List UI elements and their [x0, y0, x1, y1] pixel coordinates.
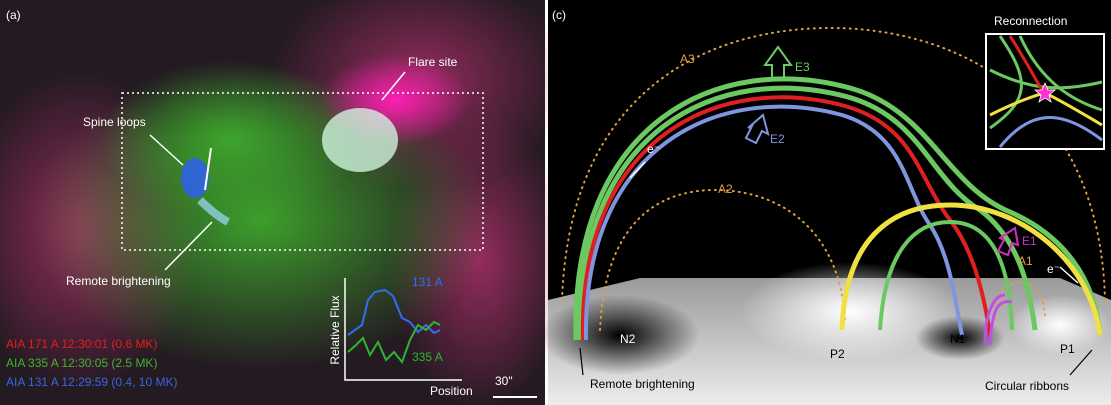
annotation: Remote brightening — [66, 274, 171, 288]
polarity-label: N1 — [950, 332, 966, 346]
note: Circular ribbons — [985, 379, 1069, 393]
electron-label: e⁻ — [647, 142, 660, 156]
inset-x-label: Position — [430, 384, 473, 398]
inset-y-label: Relative Flux — [328, 295, 342, 364]
panel-label: (c) — [552, 8, 566, 22]
polarity-label: P2 — [830, 347, 845, 361]
scale-bar-label: 30" — [495, 374, 513, 388]
panel-a: (a) Flare site Spine loops Remote bright… — [0, 0, 570, 405]
annotation: Spine loops — [83, 115, 146, 129]
emission-label: E2 — [770, 132, 785, 146]
legend-entry: AIA 171 A 12:30:01 (0.6 MK) — [6, 337, 157, 351]
arcade-label: A3 — [680, 52, 695, 66]
polarity-label: P1 — [1060, 342, 1075, 356]
arcade-label: A2 — [718, 182, 733, 196]
annotation: Flare site — [408, 55, 458, 69]
emission-label: E3 — [795, 60, 810, 74]
polarity-label: N2 — [620, 332, 636, 346]
figure: (a) Flare site Spine loops Remote bright… — [0, 0, 1111, 405]
panel-label: (a) — [6, 8, 21, 22]
arcade-label: A1 — [1018, 254, 1033, 268]
flare-core — [322, 108, 398, 172]
panel-c: Reconnection (c) A3 A2 A1 E3 E2 E1 e⁻ e⁻… — [540, 0, 1111, 405]
inset-title: Reconnection — [994, 14, 1067, 28]
legend-entry: AIA 131 A 12:29:59 (0.4, 10 MK) — [6, 375, 177, 389]
inset-series-label: 131 A — [412, 275, 443, 289]
spine-blob — [181, 158, 209, 198]
electron-label: e⁻ — [1047, 262, 1060, 276]
note: Remote brightening — [590, 377, 695, 391]
glow — [100, 60, 360, 220]
inset-series-label: 335 A — [412, 350, 443, 364]
emission-label: E1 — [1022, 234, 1037, 248]
legend-entry: AIA 335 A 12:30:05 (2.5 MK) — [6, 356, 157, 370]
